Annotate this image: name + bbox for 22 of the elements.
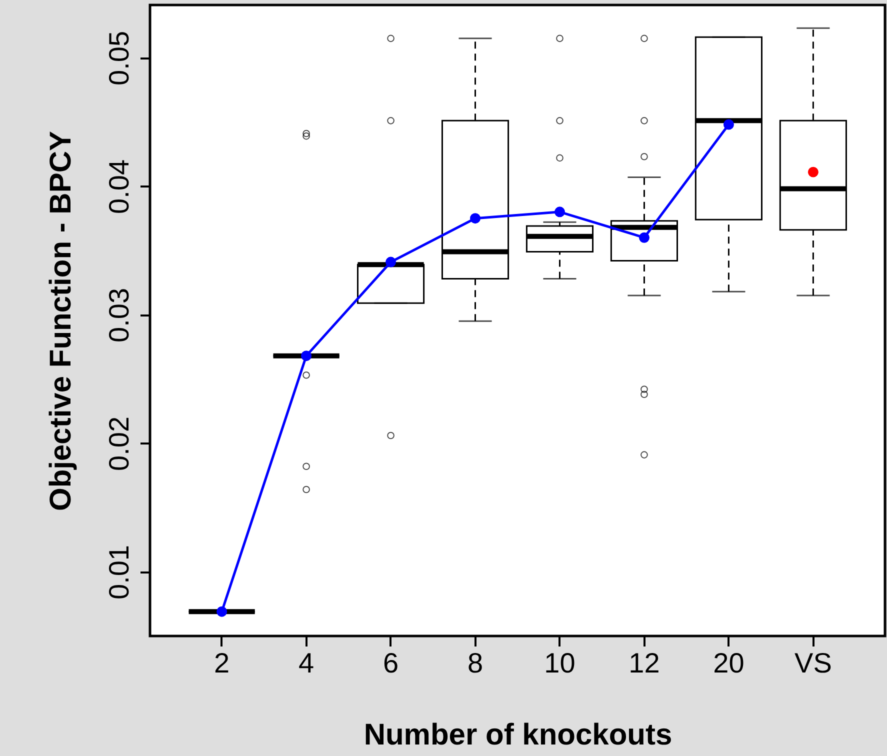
x-tick-label: 8 [467, 648, 484, 678]
point [638, 232, 650, 243]
point [554, 206, 565, 218]
point [301, 350, 312, 362]
x-axis-title: Number of knockouts [364, 718, 672, 752]
point [723, 119, 734, 130]
x-tick-label: 10 [544, 648, 576, 678]
point [216, 606, 228, 617]
x-tick-label: 20 [713, 648, 744, 678]
y-axis-title: Objective Function - BPCY [44, 130, 78, 512]
y-tick-label: 0.05 [104, 30, 134, 86]
y-tick-label: 0.02 [104, 416, 134, 471]
x-tick-label: 6 [382, 648, 399, 678]
x-tick-label: 12 [628, 648, 660, 678]
y-tick-label: 0.01 [104, 544, 134, 600]
x-tick-label: VS [794, 648, 832, 678]
y-tick-label: 0.03 [104, 288, 134, 342]
point [470, 213, 481, 224]
point [386, 256, 396, 268]
y-tick-label: 0.04 [104, 159, 134, 214]
x-tick-label: 4 [298, 648, 314, 678]
x-tick-label: 2 [214, 648, 230, 678]
